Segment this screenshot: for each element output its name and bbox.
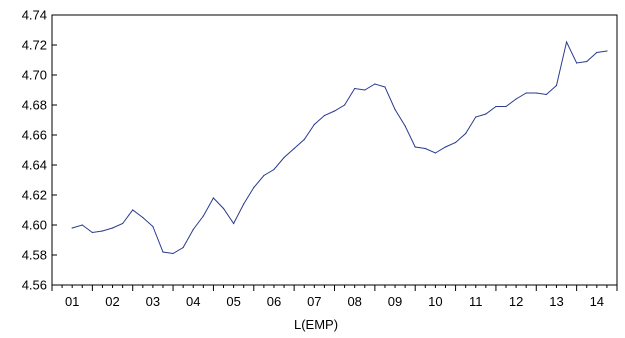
data-point: [364, 89, 366, 91]
data-point: [263, 174, 265, 177]
data-point: [283, 156, 285, 159]
data-point: [485, 113, 487, 115]
data-point: [323, 114, 326, 117]
y-tick-label: 4.56: [22, 278, 47, 293]
y-tick-label: 4.60: [22, 218, 47, 233]
y-tick-label: 4.72: [22, 38, 47, 53]
data-point: [91, 231, 93, 234]
data-point: [586, 60, 588, 63]
y-tick-label: 4.66: [22, 128, 47, 143]
data-point: [132, 209, 134, 211]
data-point: [394, 108, 396, 111]
x-axis: 01 02 03 04 05 06 07 08 09 10 11 12 13 14: [51, 285, 618, 309]
data-point: [444, 146, 447, 148]
data-point: [182, 246, 184, 249]
x-tick-label: 11: [469, 294, 483, 309]
x-tick-label: 09: [388, 294, 402, 309]
data-point: [152, 225, 154, 228]
x-tick-label: 13: [549, 294, 563, 309]
data-point: [202, 215, 204, 217]
data-point: [222, 207, 225, 210]
data-point: [465, 132, 467, 135]
data-point: [606, 50, 608, 52]
data-point: [192, 228, 194, 231]
y-tick-label: 4.62: [22, 188, 47, 203]
data-point: [162, 251, 164, 253]
x-tick-label: 10: [428, 294, 442, 309]
data-point: [243, 203, 245, 205]
data-point: [333, 110, 336, 112]
x-tick-label: 06: [267, 294, 281, 309]
x-tick-label: 08: [347, 294, 361, 309]
y-tick-label: 4.70: [22, 68, 47, 83]
data-point: [515, 98, 517, 100]
data-point: [454, 141, 457, 144]
data-point: [495, 105, 497, 108]
data-point: [212, 197, 215, 199]
x-tick-label: 07: [307, 294, 321, 309]
data-point: [414, 146, 416, 148]
y-axis: 4.56 4.58 4.60 4.62 4.64 4.66 4.68 4.70 4.72 4.74: [22, 8, 57, 293]
data-point: [505, 105, 507, 108]
data-point: [384, 86, 386, 88]
data-point: [313, 123, 315, 126]
data-point: [354, 87, 356, 90]
data-point: [545, 93, 547, 96]
data-point: [576, 62, 578, 64]
data-point: [565, 41, 568, 43]
data-point: [81, 224, 83, 226]
y-tick-label: 4.68: [22, 98, 47, 113]
data-point: [293, 147, 295, 150]
y-tick-label: 4.74: [22, 8, 47, 23]
plot-frame: [51, 14, 618, 286]
x-tick-label: 04: [186, 294, 200, 309]
data-point: [424, 147, 426, 150]
x-tick-label: 14: [590, 294, 604, 309]
data-point: [122, 222, 124, 225]
series-line: [72, 40, 607, 255]
data-point: [172, 252, 174, 255]
data-point: [535, 92, 537, 94]
data-point: [71, 227, 73, 229]
data-point: [303, 138, 305, 141]
data-points: [71, 41, 608, 255]
data-point: [555, 84, 558, 87]
x-axis-title: L(EMP): [294, 317, 338, 332]
data-point: [374, 83, 376, 85]
data-point: [233, 222, 235, 225]
data-point: [111, 227, 114, 229]
data-point: [525, 92, 527, 94]
y-tick-label: 4.64: [22, 158, 47, 173]
x-tick-label: 03: [146, 294, 160, 309]
x-tick-label: 12: [509, 294, 523, 309]
data-point: [596, 51, 598, 54]
data-point: [273, 168, 275, 171]
x-tick-label: 01: [65, 294, 79, 309]
y-tick-label: 4.58: [22, 248, 47, 263]
data-point: [475, 116, 477, 118]
data-point: [404, 125, 406, 127]
data-point: [434, 152, 436, 154]
data-point: [101, 230, 104, 232]
data-point: [343, 104, 346, 106]
x-tick-label: 05: [226, 294, 240, 309]
x-tick-label: 02: [105, 294, 119, 309]
data-point: [253, 186, 255, 189]
data-point: [142, 216, 144, 219]
